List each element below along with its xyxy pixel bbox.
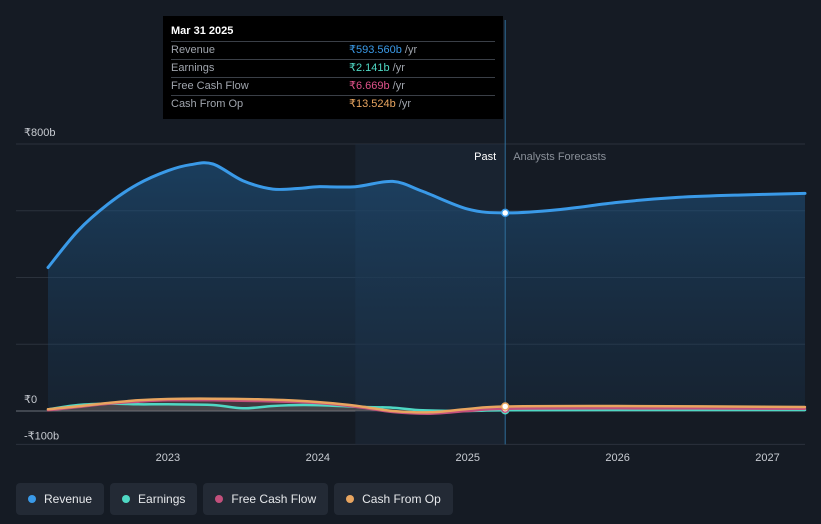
legend-item-earnings[interactable]: Earnings [110,483,198,515]
y-tick-label: ₹800b [24,127,55,139]
tooltip-row-free-cash-flow: Free Cash Flow ₹6.669b /yr [171,77,495,95]
x-tick-label: 2026 [605,452,629,464]
tooltip-value: ₹2.141b [349,62,390,74]
legend-dot-icon [28,495,36,503]
tooltip-unit: /yr [404,44,418,56]
legend-label: Free Cash Flow [231,492,317,506]
x-axis-labels: 2023 2024 2025 2026 2027 [156,452,780,464]
legend-dot-icon [122,495,131,503]
series-areas [48,162,805,414]
x-tick-label: 2025 [455,452,479,464]
tooltip-date: Mar 31 2025 [171,25,234,37]
legend-dot-icon [215,495,224,503]
x-tick-label: 2023 [156,452,180,464]
tooltip-unit: /yr [392,62,405,74]
tooltip-label: Free Cash Flow [171,80,249,92]
forecast-label: Analysts Forecasts [513,151,606,163]
tooltip: Mar 31 2025 Revenue ₹593.560b /yr Earnin… [163,16,503,119]
legend-label: Revenue [44,492,93,506]
revenue-area [48,162,805,411]
tooltip-value: ₹13.524b [349,98,396,110]
legend-label: Cash From Op [362,492,441,506]
y-tick-label: ₹0 [24,394,37,406]
legend: Revenue Earnings Free Cash Flow Cash Fro… [16,483,453,515]
tooltip-label: Earnings [171,62,215,74]
tooltip-value: ₹593.560b [349,44,402,56]
legend-item-cash-from-op[interactable]: Cash From Op [334,483,453,515]
y-axis-labels: ₹800b ₹0 -₹100b [24,127,59,442]
tooltip-value: ₹6.669b [349,80,390,92]
tooltip-unit: /yr [398,98,411,110]
revenue-line [46,161,807,269]
cash-from-op-line [46,397,807,414]
tooltip-label: Revenue [171,44,216,56]
legend-item-free-cash-flow[interactable]: Free Cash Flow [203,483,329,515]
x-tick-label: 2027 [755,452,779,464]
tooltip-row-revenue: Revenue ₹593.560b /yr [171,41,495,59]
series-lines [46,161,807,415]
cash-from-op-marker [500,402,510,411]
legend-label: Earnings [138,492,186,506]
legend-item-revenue[interactable]: Revenue [16,483,105,515]
past-label: Past [474,151,496,163]
tooltip-row-cash-from-op: Cash From Op ₹13.524b /yr [171,95,495,113]
chart-canvas: ₹800b₹0-₹100b 2023 2024 2025 2026 2027 Past … [16,20,807,464]
revenue-marker [500,208,510,218]
tooltip-row-earnings: Earnings ₹2.141b /yr [171,59,495,77]
tooltip-label: Cash From Op [171,98,244,110]
hover-markers [500,208,510,415]
tooltip-unit: /yr [392,80,405,92]
legend-dot-icon [346,495,355,503]
y-tick-label: -₹100b [24,430,59,442]
x-tick-label: 2024 [306,452,330,464]
